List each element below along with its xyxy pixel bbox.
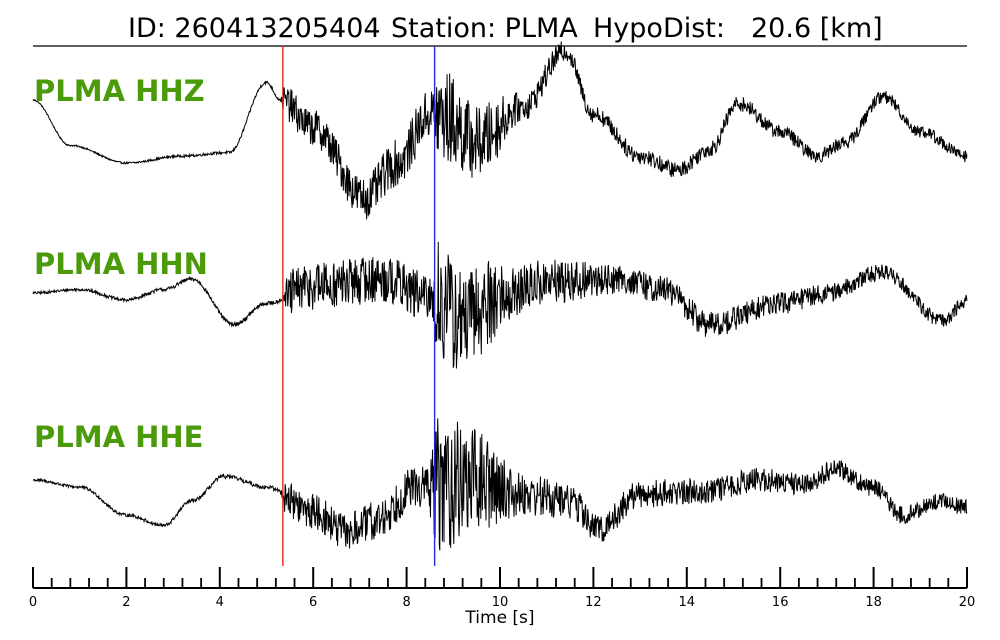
x-tick-label: 4 (216, 595, 224, 610)
waveform-traces (32, 41, 968, 551)
x-tick-label: 16 (772, 595, 789, 610)
x-tick-label: 14 (679, 595, 696, 610)
time-axis: 0 2 4 6 8 10 12 14 16 18 20 (29, 567, 975, 610)
phase-picks (282, 46, 436, 566)
x-tick-label: 2 (122, 595, 130, 610)
trace-plma-hhe (32, 418, 968, 551)
channel-label-hhz: PLMA HHZ (34, 74, 205, 108)
event-id-label: ID: 260413205404 (128, 13, 381, 44)
channel-label-hhn: PLMA HHN (34, 247, 208, 281)
station-label: Station: PLMA (391, 13, 578, 44)
x-tick-label: 12 (585, 595, 602, 610)
hypodist-label: HypoDist: (593, 13, 725, 44)
x-tick-label: 0 (29, 595, 37, 610)
channel-label-hhe: PLMA HHE (34, 420, 203, 454)
trace-plma-hhn (32, 241, 968, 369)
x-tick-label: 10 (492, 595, 509, 610)
x-tick-label: 6 (309, 595, 317, 610)
trace-plma-hhz (32, 41, 968, 220)
x-tick-label: 18 (865, 595, 882, 610)
x-axis-label: Time [s] (464, 608, 534, 628)
hypodist-value: 20.6 [km] (751, 13, 883, 44)
x-tick-label: 8 (402, 595, 410, 610)
x-tick-label: 20 (959, 595, 976, 610)
